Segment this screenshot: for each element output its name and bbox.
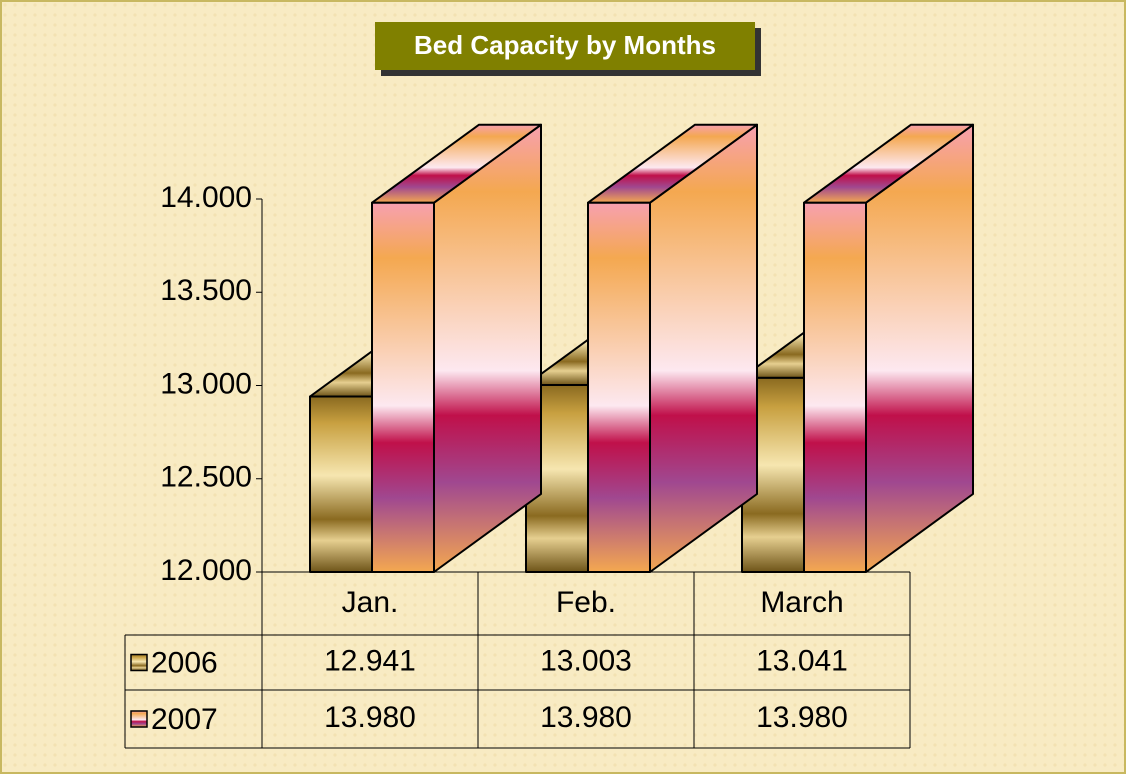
y-tick-label: 13.000 bbox=[160, 367, 252, 400]
data-label: 13.980 bbox=[756, 701, 848, 734]
legend-swatch bbox=[130, 710, 148, 728]
legend-label: 2006 bbox=[151, 646, 218, 679]
bar-front bbox=[803, 201, 867, 573]
y-tick-label: 13.500 bbox=[160, 274, 252, 307]
x-tick-label: Feb. bbox=[556, 586, 616, 619]
bar bbox=[371, 123, 542, 573]
data-label: 13.003 bbox=[540, 644, 632, 677]
data-label: 12.941 bbox=[324, 644, 416, 677]
title-box bbox=[375, 22, 755, 70]
bar-front bbox=[309, 395, 373, 574]
data-label: 13.980 bbox=[540, 701, 632, 734]
chart-title: Bed Capacity by Months bbox=[414, 30, 716, 60]
data-label: 13.980 bbox=[324, 701, 416, 734]
bar-front bbox=[587, 201, 651, 573]
bar-front bbox=[371, 201, 435, 573]
bar bbox=[587, 123, 758, 573]
y-tick-label: 12.500 bbox=[160, 461, 252, 494]
legend-label: 2007 bbox=[151, 703, 218, 736]
x-tick-label: March bbox=[760, 586, 843, 619]
data-label: 13.041 bbox=[756, 644, 848, 677]
bar bbox=[803, 123, 974, 573]
legend-swatch bbox=[130, 653, 148, 672]
x-tick-label: Jan. bbox=[342, 586, 399, 619]
y-tick-label: 12.000 bbox=[160, 554, 252, 587]
y-tick-label: 14.000 bbox=[160, 181, 252, 214]
